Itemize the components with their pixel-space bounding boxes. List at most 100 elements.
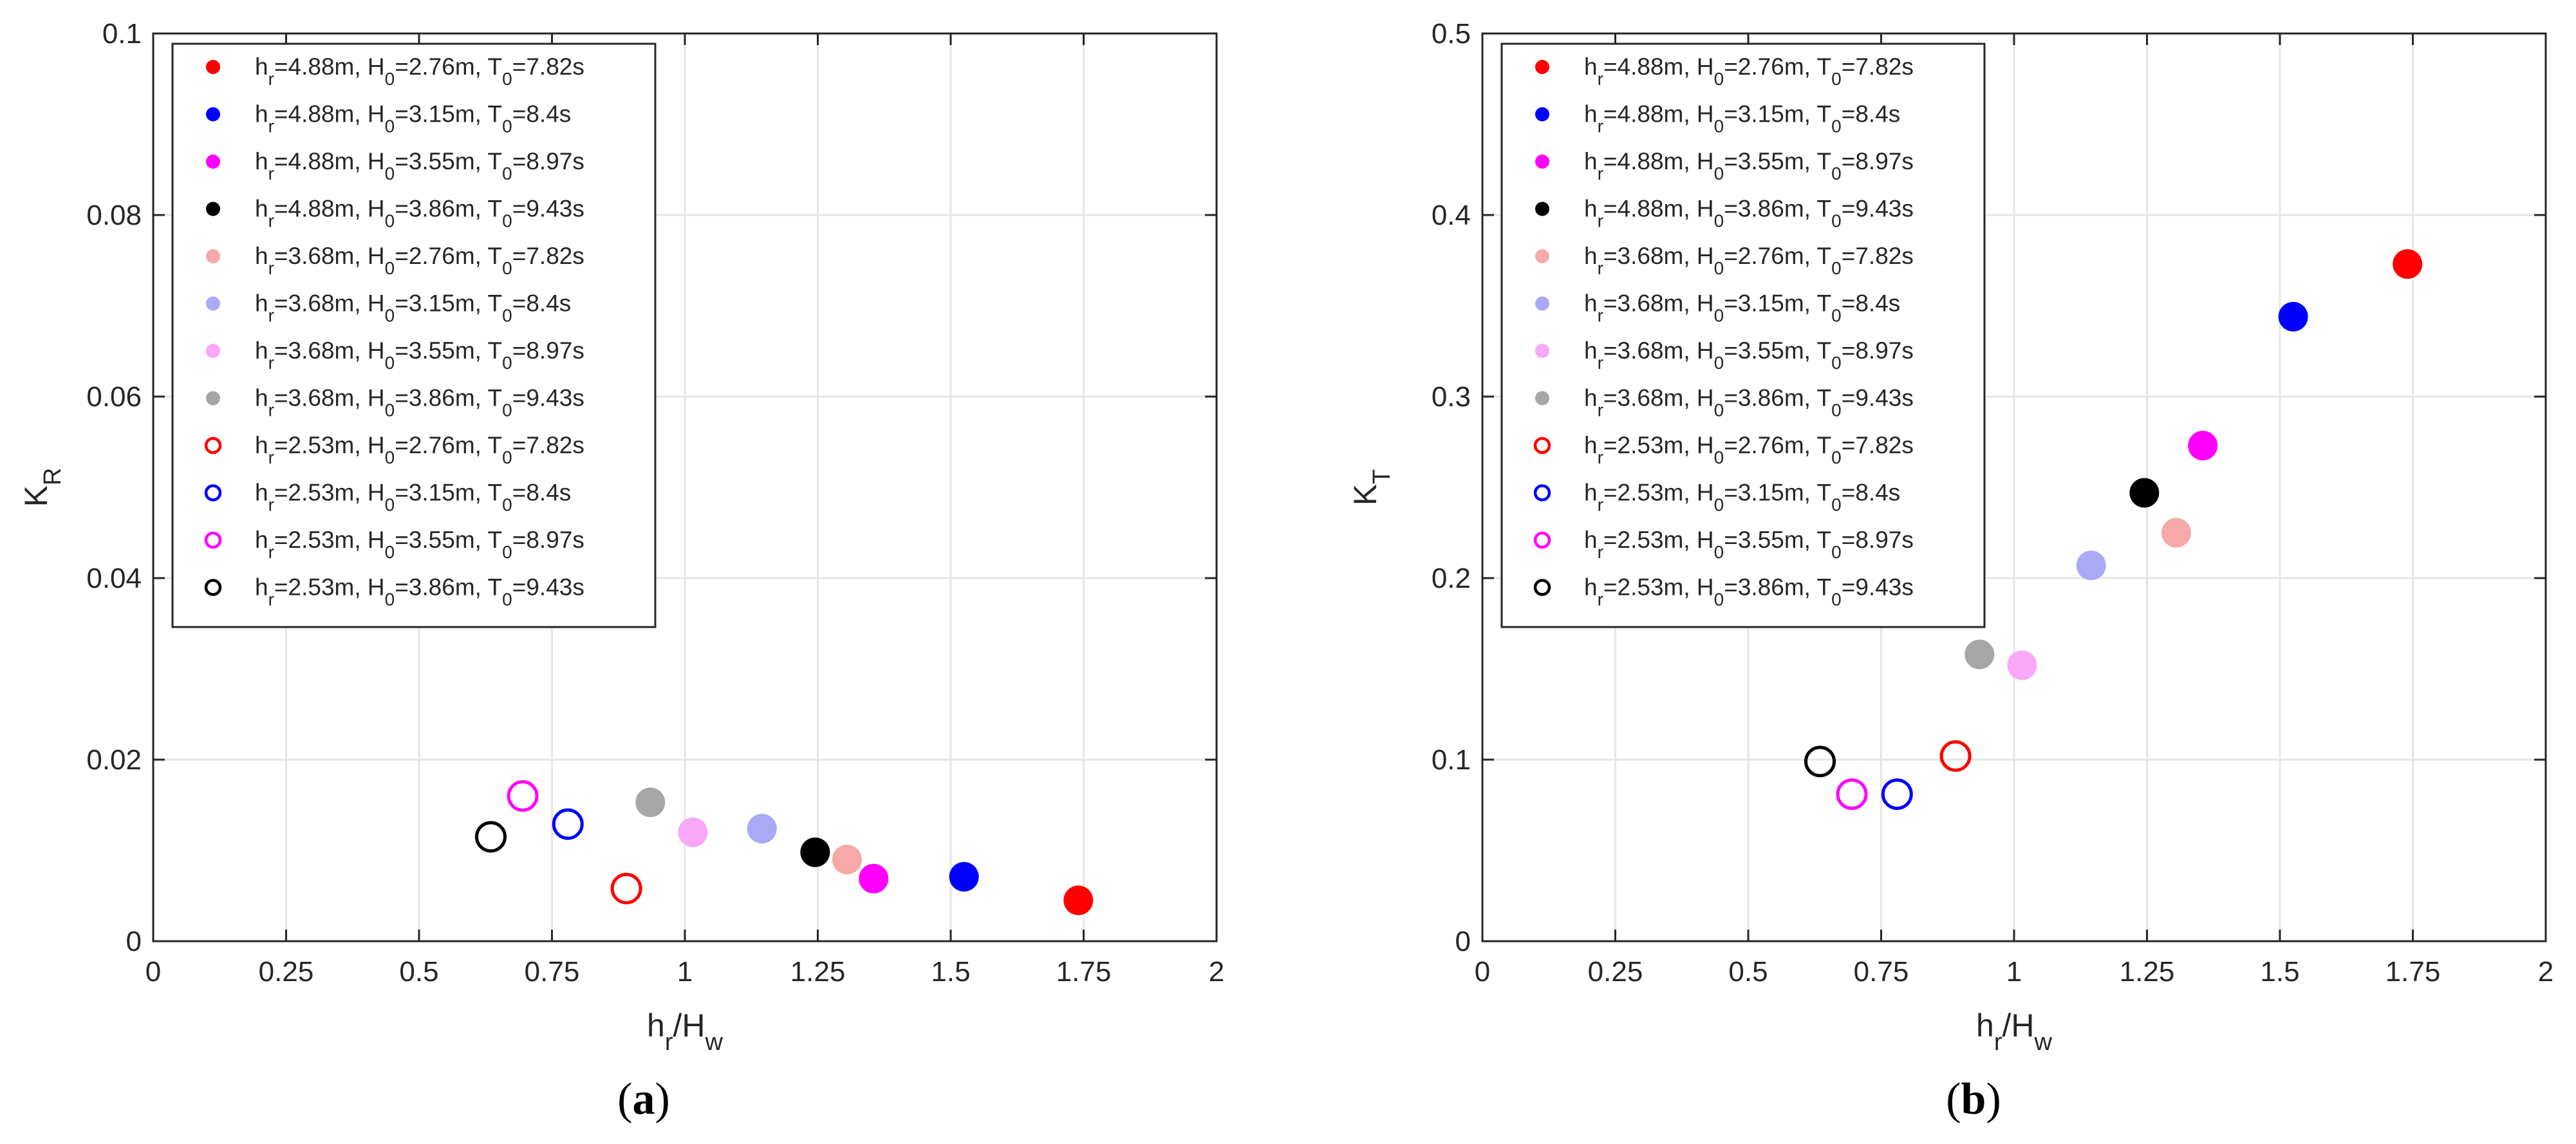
legend-label: hr=3.68m, H0=3.86m, T0=9.43s bbox=[1584, 385, 1914, 420]
y-tick-label: 0 bbox=[1455, 926, 1471, 957]
legend-item: hr=3.68m, H0=3.55m, T0=8.97s bbox=[1535, 337, 1914, 373]
data-point-filled bbox=[2076, 550, 2106, 581]
data-point-open bbox=[552, 808, 584, 840]
x-tick-label: 2 bbox=[1209, 956, 1224, 988]
legend-label: hr=3.68m, H0=3.86m, T0=9.43s bbox=[255, 385, 584, 420]
y-tick-label: 0.06 bbox=[86, 381, 142, 413]
legend-label: hr=4.88m, H0=3.86m, T0=9.43s bbox=[255, 196, 584, 231]
legend-marker-filled bbox=[206, 155, 220, 169]
data-point-open bbox=[1881, 778, 1913, 811]
legend-label: hr=4.88m, H0=3.15m, T0=8.4s bbox=[255, 101, 571, 136]
x-axis-label: hr/Hw bbox=[1976, 1008, 2052, 1056]
legend-item: hr=3.68m, H0=2.76m, T0=7.82s bbox=[1535, 243, 1914, 278]
legend-item: hr=2.53m, H0=2.76m, T0=7.82s bbox=[204, 432, 584, 467]
legend-item: hr=3.68m, H0=3.15m, T0=8.4s bbox=[1535, 290, 1900, 326]
legend-marker-open bbox=[1533, 484, 1551, 502]
y-axis-label: KT bbox=[1347, 469, 1395, 506]
data-point-filled bbox=[1063, 885, 1094, 915]
legend-marker-filled bbox=[1535, 391, 1549, 406]
legend-item: hr=4.88m, H0=3.86m, T0=9.43s bbox=[206, 196, 584, 231]
x-tick-label: 1.75 bbox=[2385, 956, 2441, 988]
data-point-open bbox=[610, 872, 642, 905]
y-tick-label: 0 bbox=[126, 926, 142, 957]
legend-label: hr=4.88m, H0=3.55m, T0=8.97s bbox=[255, 148, 584, 183]
x-tick-label: 1 bbox=[2006, 956, 2022, 988]
legend-label: hr=2.53m, H0=3.15m, T0=8.4s bbox=[255, 480, 571, 515]
legend-item: hr=2.53m, H0=3.55m, T0=8.97s bbox=[204, 527, 584, 562]
legend-item: hr=2.53m, H0=3.86m, T0=9.43s bbox=[204, 574, 584, 610]
legend-label: hr=2.53m, H0=3.55m, T0=8.97s bbox=[1584, 527, 1914, 562]
legend-marker-filled bbox=[1535, 107, 1549, 122]
y-axis-label: KR bbox=[18, 468, 66, 507]
legend-item: hr=2.53m, H0=3.86m, T0=9.43s bbox=[1533, 574, 1914, 610]
y-tick-label: 0.2 bbox=[1432, 563, 1471, 594]
data-point-open bbox=[1939, 740, 1972, 772]
legend-marker-filled bbox=[1535, 296, 1549, 311]
legend-marker-filled bbox=[206, 60, 220, 74]
y-tick-label: 0.5 bbox=[1432, 18, 1471, 50]
data-point-filled bbox=[1965, 639, 1995, 670]
y-tick-label: 0.1 bbox=[102, 18, 142, 50]
x-tick-label: 0.5 bbox=[399, 956, 438, 988]
legend-label: hr=4.88m, H0=2.76m, T0=7.82s bbox=[1584, 53, 1914, 89]
legend-label: hr=3.68m, H0=3.55m, T0=8.97s bbox=[255, 337, 584, 373]
legend-label: hr=4.88m, H0=3.86m, T0=9.43s bbox=[1584, 196, 1914, 231]
legend-item: hr=4.88m, H0=3.55m, T0=8.97s bbox=[206, 148, 584, 183]
legend-label: hr=3.68m, H0=3.15m, T0=8.4s bbox=[255, 290, 571, 326]
legend-label: hr=2.53m, H0=2.76m, T0=7.82s bbox=[255, 432, 584, 467]
legend: hr=4.88m, H0=2.76m, T0=7.82s hr=4.88m, H0… bbox=[171, 42, 657, 628]
legend-label: hr=3.68m, H0=3.15m, T0=8.4s bbox=[1584, 290, 1900, 326]
x-tick-label: 0.75 bbox=[525, 956, 580, 988]
legend-item: hr=2.53m, H0=3.15m, T0=8.4s bbox=[1533, 480, 1900, 515]
legend-marker-open bbox=[204, 579, 222, 596]
legend-marker-filled bbox=[206, 202, 220, 216]
panel-label: (a) bbox=[617, 1074, 670, 1124]
data-point-filled bbox=[2161, 518, 2191, 548]
x-tick-label: 2 bbox=[2538, 956, 2553, 988]
legend-item: hr=3.68m, H0=2.76m, T0=7.82s bbox=[206, 243, 584, 278]
legend-marker-open bbox=[1533, 531, 1551, 549]
legend-label: hr=3.68m, H0=2.76m, T0=7.82s bbox=[1584, 243, 1914, 278]
data-point-open bbox=[475, 821, 507, 853]
data-point-open bbox=[507, 780, 539, 812]
x-tick-label: 1.25 bbox=[2120, 956, 2175, 988]
chart-panel-b: 0 0.25 0.5 0.75 1 1.25 1.5 1.75 2 0 0.1 0.2 0.3 0.4 0.… bbox=[1347, 18, 2553, 1124]
legend-label: hr=4.88m, H0=3.55m, T0=8.97s bbox=[1584, 148, 1914, 183]
x-axis-label: hr/Hw bbox=[647, 1008, 723, 1056]
legend-item: hr=4.88m, H0=3.86m, T0=9.43s bbox=[1535, 196, 1914, 231]
legend-item: hr=4.88m, H0=2.76m, T0=7.82s bbox=[1535, 53, 1914, 89]
legend-item: hr=3.68m, H0=3.15m, T0=8.4s bbox=[206, 290, 571, 326]
data-point-open bbox=[1804, 745, 1836, 778]
data-point-filled bbox=[635, 787, 666, 818]
y-tick-label: 0.4 bbox=[1432, 200, 1471, 231]
data-point-filled bbox=[949, 861, 979, 892]
data-point-filled bbox=[2007, 650, 2037, 680]
legend-item: hr=4.88m, H0=2.76m, T0=7.82s bbox=[206, 53, 584, 89]
legend-label: hr=2.53m, H0=3.86m, T0=9.43s bbox=[255, 574, 584, 610]
legend-label: hr=3.68m, H0=2.76m, T0=7.82s bbox=[255, 243, 584, 278]
legend-marker-open bbox=[204, 484, 222, 502]
legend-label: hr=2.53m, H0=3.55m, T0=8.97s bbox=[255, 527, 584, 562]
legend-item: hr=4.88m, H0=3.55m, T0=8.97s bbox=[1535, 148, 1914, 183]
data-point-filled bbox=[859, 863, 889, 894]
legend-label: hr=2.53m, H0=3.15m, T0=8.4s bbox=[1584, 480, 1900, 515]
x-tick-label: 0 bbox=[1475, 956, 1490, 988]
legend-item: hr=3.68m, H0=3.55m, T0=8.97s bbox=[206, 337, 584, 373]
legend-label: hr=3.68m, H0=3.55m, T0=8.97s bbox=[1584, 337, 1914, 373]
x-tick-label: 0.5 bbox=[1728, 956, 1768, 988]
legend-item: hr=3.68m, H0=3.86m, T0=9.43s bbox=[206, 385, 584, 420]
data-point-filled bbox=[800, 837, 830, 867]
x-tick-label: 0.75 bbox=[1854, 956, 1909, 988]
x-tick-label: 0.25 bbox=[1588, 956, 1643, 988]
legend-marker-filled bbox=[206, 391, 220, 406]
data-point-filled bbox=[747, 814, 777, 844]
x-tick-label: 1.5 bbox=[931, 956, 970, 988]
legend-item: hr=4.88m, H0=3.15m, T0=8.4s bbox=[1535, 101, 1900, 136]
legend-label: hr=2.53m, H0=3.86m, T0=9.43s bbox=[1584, 574, 1914, 610]
x-tick-label: 0 bbox=[145, 956, 161, 988]
x-tick-label: 1.25 bbox=[790, 956, 846, 988]
panel-label: (b) bbox=[1946, 1074, 2001, 1124]
legend-marker-open bbox=[204, 436, 222, 455]
